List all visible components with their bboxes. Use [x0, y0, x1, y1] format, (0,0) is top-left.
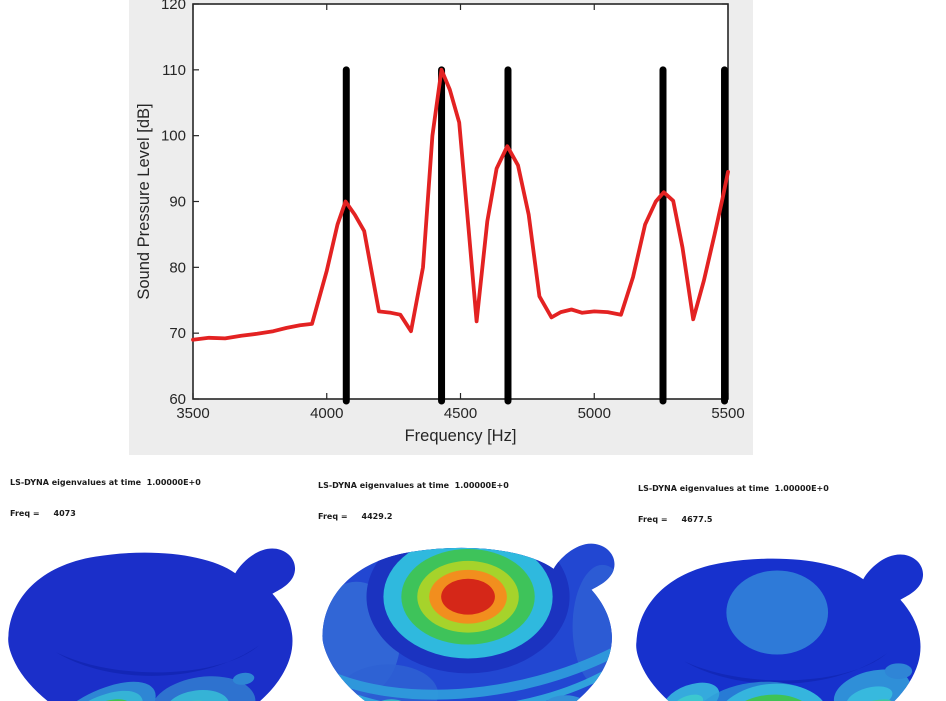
mode-shape-panel-3: LS-DYNA eigenvalues at time 1.00000E+0 F… — [628, 463, 946, 701]
mode-shape-1-visualization — [8, 548, 296, 701]
y-tick-label: 120 — [161, 0, 186, 13]
plot-area — [193, 4, 728, 399]
crown-crease — [684, 653, 887, 685]
freq-value: 4677.5 — [681, 514, 713, 524]
mode-shape-3-visualization — [636, 554, 924, 701]
mode-title: LS-DYNA eigenvalues at time 1.00000E+0 — [318, 480, 509, 490]
freq-label: Freq = — [638, 514, 668, 524]
mode-freq-line: Freq = 4429.2 — [318, 512, 644, 522]
freq-label: Freq = — [10, 508, 40, 518]
x-tick-label: 3500 — [176, 405, 209, 422]
contour-patch-right — [150, 672, 256, 701]
y-tick-label: 110 — [162, 62, 186, 79]
freq-label: Freq = — [318, 511, 348, 521]
y-tick-label: 100 — [161, 128, 186, 145]
freq-value: 4073 — [53, 508, 76, 518]
y-tick-label: 90 — [169, 194, 186, 211]
y-tick-label: 70 — [169, 325, 186, 342]
x-tick-label: 5500 — [711, 405, 744, 422]
x-tick-label: 4500 — [444, 405, 477, 422]
contour-hotspot — [45, 681, 156, 701]
freq-value: 4429.2 — [361, 511, 393, 521]
light-patch-right — [572, 564, 615, 689]
mode-shape-panel-2: LS-DYNA eigenvalues at time 1.00000E+0 F… — [308, 460, 644, 701]
x-tick-label: 4000 — [310, 405, 343, 422]
mode-title: LS-DYNA eigenvalues at time 1.00000E+0 — [10, 477, 201, 487]
y-tick-label: 60 — [169, 391, 186, 408]
mode-caption-1: LS-DYNA eigenvalues at time 1.00000E+0 F… — [0, 457, 318, 540]
mode-freq-line: Freq = 4677.5 — [638, 515, 946, 525]
contour-cluster-bottom — [373, 695, 586, 701]
x-tick-label: 5000 — [578, 405, 611, 422]
mode-shape-panel-1: LS-DYNA eigenvalues at time 1.00000E+0 F… — [0, 457, 318, 701]
cyan-streak-2 — [345, 669, 610, 701]
mode-freq-line: Freq = 4073 — [10, 509, 318, 519]
contour-patch-bottomright — [833, 669, 911, 701]
light-circle-patch — [726, 570, 829, 655]
mode-caption-2: LS-DYNA eigenvalues at time 1.00000E+0 F… — [308, 460, 644, 543]
y-tick-label: 80 — [169, 259, 186, 276]
spl-chart-figure: 3500 4000 4500 5000 5500 60 70 80 90 100 110 120 Fre… — [129, 0, 753, 455]
cyan-streak-1 — [324, 646, 615, 700]
mode-title: LS-DYNA eigenvalues at time 1.00000E+0 — [638, 483, 829, 493]
crown-crease — [56, 645, 259, 676]
x-axis-label: Frequency [Hz] — [405, 427, 517, 445]
mode-caption-3: LS-DYNA eigenvalues at time 1.00000E+0 F… — [628, 463, 946, 546]
spl-curve — [191, 67, 730, 342]
contour-patch-right-small — [884, 663, 913, 680]
spl-frequency-chart: 3500 4000 4500 5000 5500 60 70 80 90 100 110 120 Fre… — [135, 0, 745, 445]
contour-bullseye — [366, 543, 570, 674]
y-axis-label: Sound Pressure Level [dB] — [135, 103, 153, 299]
mode-shape-2-visualization — [322, 543, 615, 701]
